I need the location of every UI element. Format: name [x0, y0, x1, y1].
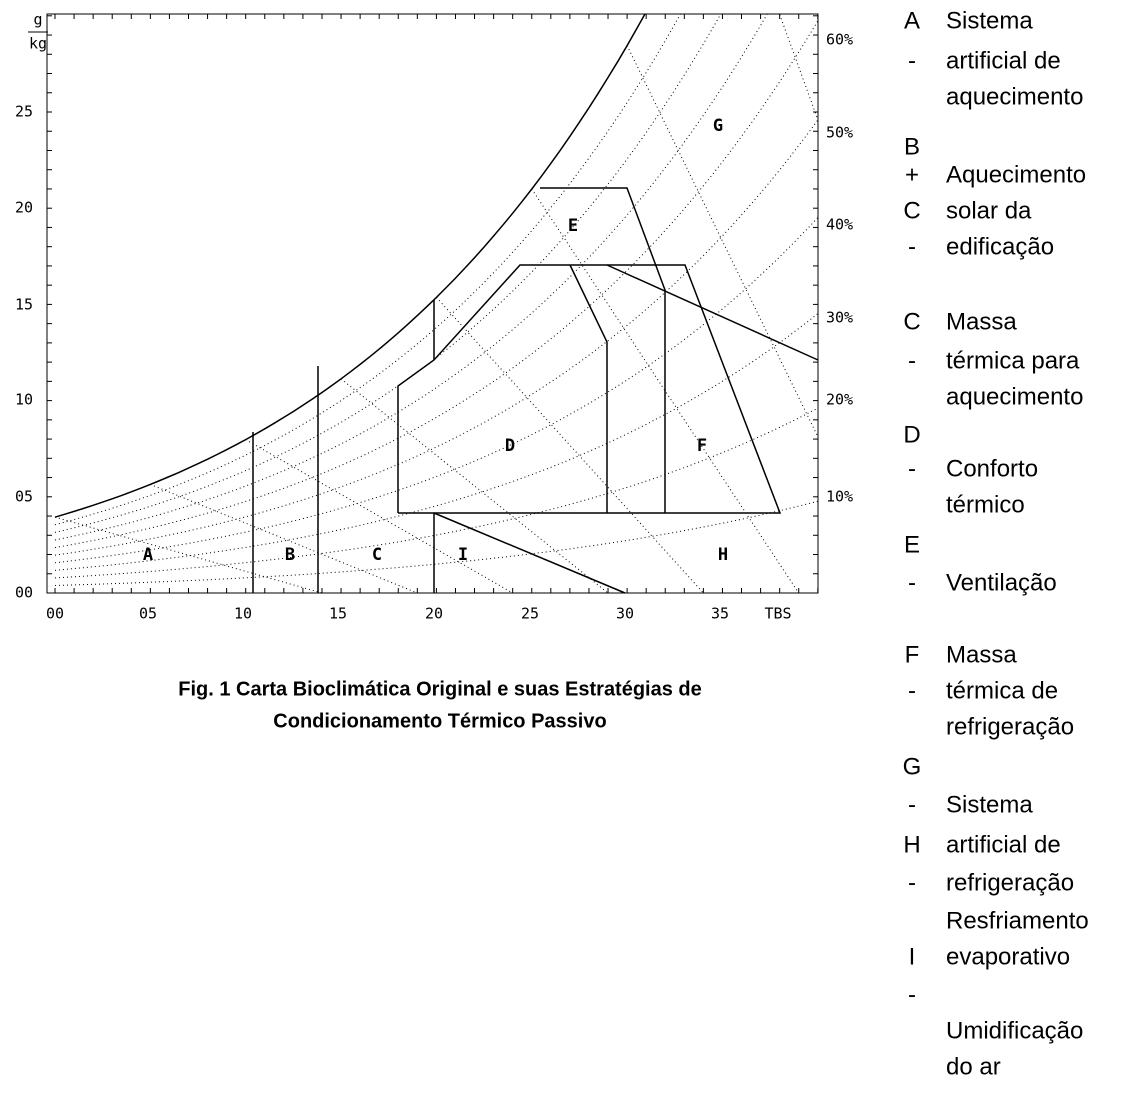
legend-marker: G	[903, 753, 922, 780]
rh-label: 40%	[826, 216, 853, 234]
caption: Condicionamento Térmico Passivo	[273, 710, 606, 732]
legend-marker: C	[903, 197, 920, 224]
legend-text: solar da	[946, 197, 1032, 224]
rh-curve	[54, 118, 818, 556]
zone-label: E	[568, 216, 578, 236]
legend-marker: -	[908, 569, 916, 596]
legend-text: artificial de	[946, 831, 1061, 858]
legend-text: do ar	[946, 1053, 1001, 1080]
zone-label: H	[718, 545, 728, 565]
y-label: 10	[15, 391, 33, 409]
legend-marker: F	[905, 641, 920, 668]
legend-text: Sistema	[946, 791, 1033, 818]
legend-marker: -	[908, 233, 916, 260]
zone-label: B	[285, 545, 295, 565]
wet-bulb-line	[54, 516, 323, 593]
x-label: 15	[329, 605, 347, 623]
x-label: TBS	[764, 605, 791, 623]
legend-text: Ventilação	[946, 569, 1057, 596]
legend-marker: -	[908, 791, 916, 818]
legend-marker: E	[904, 531, 920, 558]
legend-marker: B	[904, 133, 920, 160]
zone-label: F	[697, 436, 707, 456]
legend-marker: D	[903, 421, 920, 448]
wet-bulb-line	[531, 188, 800, 593]
rh-curve	[54, 312, 818, 571]
legend-marker: H	[903, 831, 920, 858]
legend-text: aquecimento	[946, 83, 1083, 110]
rh-curve	[54, 19, 818, 549]
legend-text: Massa	[946, 641, 1017, 668]
legend-text: edificação	[946, 233, 1054, 260]
legend-text: térmica para	[946, 347, 1080, 374]
legend-marker: A	[904, 7, 920, 34]
caption: Fig. 1 Carta Bioclimática Original e sua…	[178, 678, 702, 700]
y-label: 15	[15, 296, 33, 314]
unit: g	[33, 11, 42, 29]
zone-label: D	[505, 436, 515, 456]
rh-curve	[54, 14, 722, 533]
legend-text: Conforto	[946, 455, 1038, 482]
legend-marker: -	[908, 455, 916, 482]
legend-marker: -	[908, 347, 916, 374]
legend-marker: -	[908, 869, 916, 896]
legend-text: aquecimento	[946, 383, 1083, 410]
rh-label: 20%	[826, 391, 853, 409]
rh-curve	[54, 500, 818, 586]
legend-text: evaporativo	[946, 943, 1070, 970]
wet-bulb-line	[626, 45, 818, 439]
y-label: 25	[15, 103, 33, 121]
plot-frame	[46, 13, 819, 594]
wet-bulb-line	[150, 483, 418, 593]
legend-text: refrigeração	[946, 869, 1074, 896]
legend-text: Umidificação	[946, 1017, 1083, 1044]
legend-text: refrigeração	[946, 713, 1074, 740]
saturation-curve	[54, 14, 646, 518]
rh-label: 10%	[826, 488, 853, 506]
x-label: 35	[711, 605, 729, 623]
rh-label: 30%	[826, 309, 853, 327]
unit: kg	[29, 35, 47, 53]
legend-marker: +	[905, 161, 919, 188]
x-label: 05	[139, 605, 157, 623]
y-label: 00	[15, 584, 33, 602]
zone-label: C	[372, 545, 382, 565]
legend-marker: -	[908, 981, 916, 1008]
x-label: 10	[234, 605, 252, 623]
y-label: 05	[15, 488, 33, 506]
legend-marker: I	[909, 943, 916, 970]
legend-text: térmico	[946, 491, 1025, 518]
zone-label: A	[143, 545, 153, 565]
wet-bulb-line	[245, 439, 513, 593]
zone-label: I	[458, 545, 468, 565]
legend-marker: -	[908, 677, 916, 704]
legend-marker: C	[903, 308, 920, 335]
legend-text: Resfriamento	[946, 907, 1089, 934]
rh-label: 50%	[826, 124, 853, 142]
rh-curve	[54, 14, 682, 526]
x-label: 20	[425, 605, 443, 623]
legend-text: Sistema	[946, 7, 1033, 34]
legend-text: Aquecimento	[946, 161, 1086, 188]
rh-curve	[54, 14, 768, 541]
psychrometric-lines	[54, 14, 818, 593]
x-label: 25	[521, 605, 539, 623]
zone-label: G	[713, 116, 723, 136]
x-label: 30	[616, 605, 634, 623]
legend-marker: -	[908, 47, 916, 74]
rh-curve	[54, 216, 818, 564]
zone-lines	[252, 187, 819, 594]
legend-text: Massa	[946, 308, 1017, 335]
y-label: 20	[15, 199, 33, 217]
rh-curve	[54, 407, 818, 579]
legend-text: artificial de	[946, 47, 1061, 74]
legend-text: térmica de	[946, 677, 1058, 704]
x-label: 00	[46, 605, 64, 623]
rh-label: 60%	[826, 31, 853, 49]
